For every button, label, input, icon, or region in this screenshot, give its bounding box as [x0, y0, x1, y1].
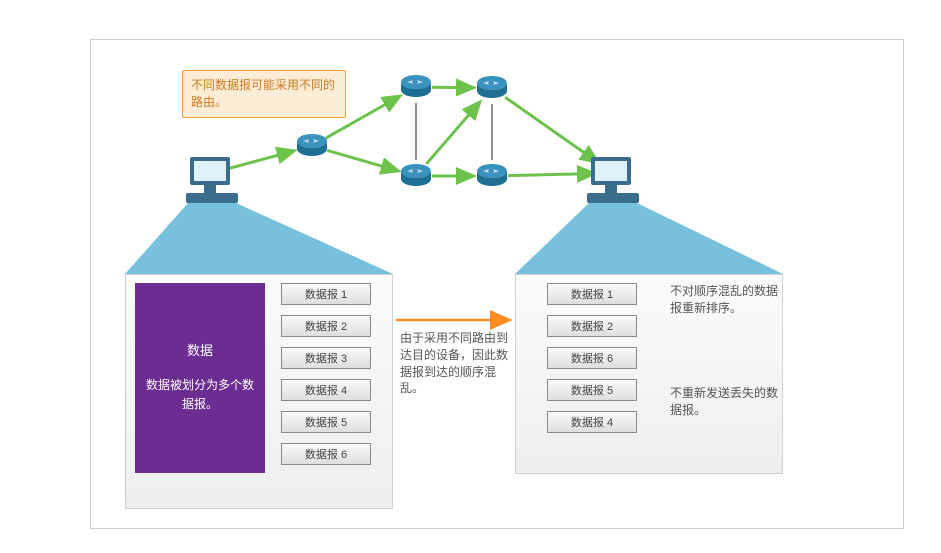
packet-left: 数据报 3 [281, 347, 371, 369]
router-icon [399, 70, 433, 104]
right-note-resend: 不重新发送丢失的数据报。 [670, 385, 780, 419]
right-note-reorder: 不对顺序混乱的数据报重新排序。 [670, 283, 780, 317]
mid-note: 由于采用不同路由到达目的设备，因此数据报到达的顺序混乱。 [400, 330, 510, 397]
projection-beam [125, 203, 393, 274]
packet-right: 数据报 4 [547, 411, 637, 433]
data-source-box: 数据数据被划分为多个数据报。 [135, 283, 265, 473]
pc-right-icon [585, 155, 641, 205]
router-icon [295, 129, 329, 163]
router-icon [475, 159, 509, 193]
packet-right: 数据报 2 [547, 315, 637, 337]
packet-left: 数据报 4 [281, 379, 371, 401]
packet-right: 数据报 1 [547, 283, 637, 305]
pc-left-icon [184, 155, 240, 205]
packet-left: 数据报 2 [281, 315, 371, 337]
router-icon [475, 71, 509, 105]
packet-left: 数据报 5 [281, 411, 371, 433]
data-title: 数据 [187, 341, 213, 362]
packet-right: 数据报 5 [547, 379, 637, 401]
data-subtitle: 数据被划分为多个数据报。 [141, 376, 259, 414]
packet-right: 数据报 6 [547, 347, 637, 369]
packet-left: 数据报 1 [281, 283, 371, 305]
router-icon [399, 159, 433, 193]
packet-left: 数据报 6 [281, 443, 371, 465]
projection-beam [515, 203, 783, 274]
